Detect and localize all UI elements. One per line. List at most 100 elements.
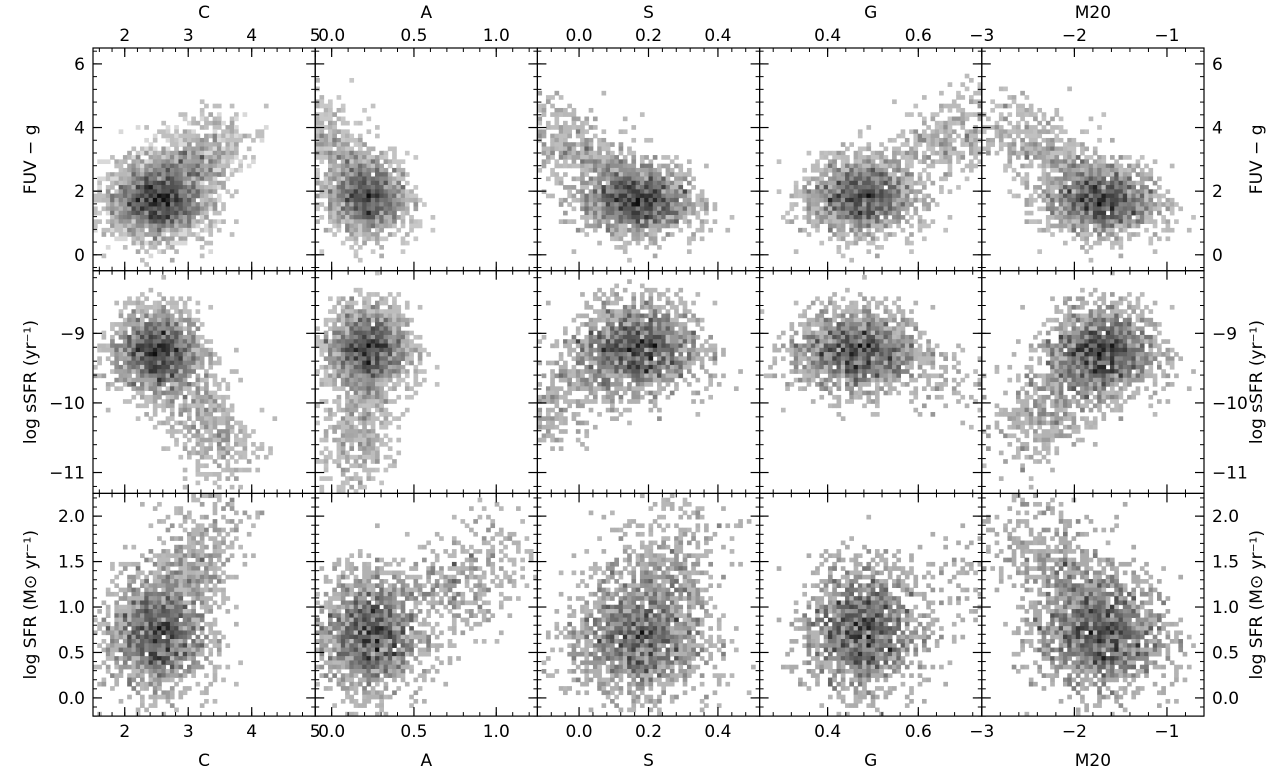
density-cell [699, 197, 705, 203]
density-cell [212, 373, 218, 379]
density-cell [674, 223, 679, 229]
density-cell [362, 107, 367, 113]
density-cell [362, 463, 367, 469]
density-cell [588, 155, 594, 160]
density-cell [131, 352, 137, 357]
density-cell [178, 322, 184, 327]
density-cell [191, 424, 196, 430]
density-cell [597, 202, 602, 207]
density-cell [832, 185, 837, 190]
density-cell [387, 232, 393, 237]
density-cell [366, 322, 372, 327]
density-cell [370, 412, 376, 417]
density-cell [571, 125, 577, 130]
density-cell [635, 193, 641, 199]
density-cell [691, 236, 696, 242]
density-cell [601, 215, 607, 220]
density-cell [362, 416, 367, 421]
density-cell [357, 399, 363, 404]
density-cell [357, 334, 363, 340]
density-cell [704, 210, 709, 216]
density-cell [644, 245, 649, 250]
density-cell [323, 339, 329, 344]
density-cell [144, 193, 149, 199]
density-cell [584, 180, 590, 186]
density-cell [191, 223, 196, 229]
density-cell [182, 150, 188, 156]
density-cell [216, 146, 222, 152]
density-cell [131, 227, 137, 233]
density-cell [849, 215, 854, 220]
density-cell [178, 180, 184, 186]
density-cell [182, 193, 188, 199]
density-cell [1037, 120, 1043, 126]
density-cell [434, 364, 440, 370]
density-cell [319, 112, 325, 117]
density-cell [1157, 236, 1162, 242]
density-cell [1058, 180, 1064, 186]
density-cell [336, 107, 342, 113]
density-cell [622, 334, 628, 340]
density-cell [383, 407, 389, 413]
density-cell [956, 150, 961, 156]
density-cell [652, 176, 658, 182]
density-cell [323, 437, 329, 443]
density-cell [357, 245, 363, 250]
density-cell [588, 197, 594, 203]
density-cell [836, 249, 842, 254]
density-cell [195, 163, 201, 169]
density-cell [665, 155, 671, 160]
density-cell [639, 197, 645, 203]
density-cell [370, 394, 376, 400]
density-cell [1114, 223, 1119, 229]
density-cell [686, 240, 692, 246]
density-cell [601, 304, 607, 310]
density-cell [866, 180, 872, 186]
density-cell [362, 450, 367, 456]
density-cell [182, 236, 188, 242]
density-cell [234, 189, 239, 195]
density-cell [870, 219, 876, 224]
density-cell [97, 360, 102, 366]
density-cell [887, 185, 893, 190]
density-cell [1097, 197, 1102, 203]
density-cell [340, 167, 346, 173]
density-cell [956, 133, 961, 139]
density-cell [225, 137, 231, 143]
density-cell [1118, 223, 1124, 229]
density-cell [1062, 180, 1068, 186]
density-cell [122, 219, 128, 224]
density-cell [674, 309, 679, 314]
density-cell [605, 142, 611, 147]
density-cell [383, 155, 389, 160]
density-cell [1024, 180, 1030, 186]
density-cell [161, 215, 167, 220]
density-cell [1174, 202, 1179, 207]
density-cell [93, 364, 98, 370]
density-cell [191, 180, 196, 186]
density-cell [157, 197, 162, 203]
density-cell [550, 125, 555, 130]
density-cell [862, 197, 867, 203]
density-cell [1139, 167, 1145, 173]
density-cell [392, 155, 397, 160]
density-cell [319, 120, 325, 126]
density-cell [392, 322, 397, 327]
density-cell [353, 249, 359, 254]
density-cell [827, 223, 833, 229]
density-cell [909, 150, 914, 156]
density-cell [1088, 219, 1094, 224]
density-cell [362, 339, 367, 344]
density-cell [122, 185, 128, 190]
density-cell [135, 326, 141, 332]
density-cell [584, 223, 590, 229]
density-cell [669, 304, 675, 310]
density-cell [1045, 150, 1051, 156]
density-cell [152, 210, 158, 216]
density-cell [1144, 193, 1149, 199]
density-cell [195, 236, 201, 242]
density-cell [1139, 172, 1145, 177]
density-cell [332, 185, 337, 190]
density-cell [832, 189, 837, 195]
density-cell [349, 407, 355, 413]
